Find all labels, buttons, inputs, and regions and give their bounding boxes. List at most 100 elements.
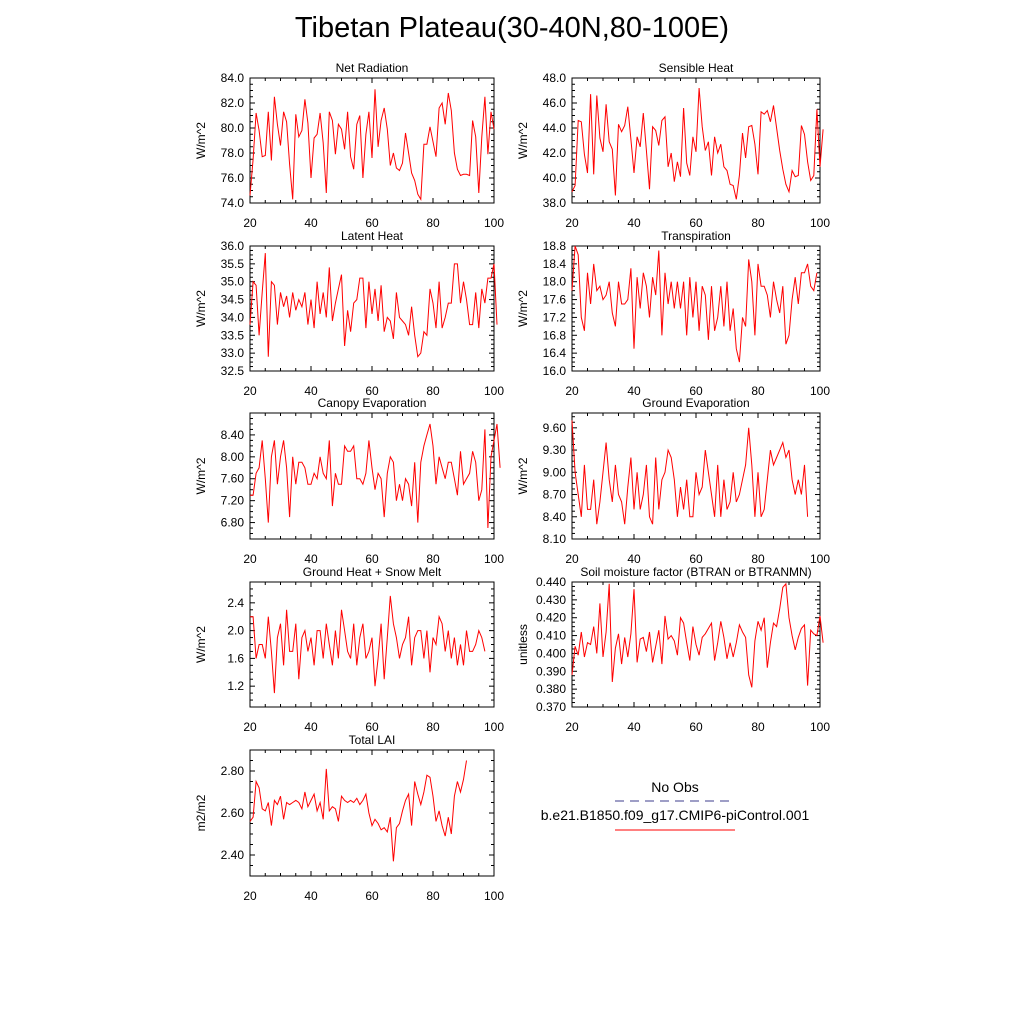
x-tick-label: 100 — [810, 216, 830, 230]
panel-5: 20 40 60 80 100 8.10 8.40 8.70 9.00 9.30 9.60 Groun… — [516, 396, 830, 566]
y-axis-label: m2/m2 — [194, 794, 208, 831]
series-line — [249, 760, 467, 862]
y-axis-label: unitless — [516, 624, 530, 665]
series-line — [571, 582, 824, 688]
y-tick-label: 0.420 — [536, 611, 566, 625]
y-tick-label: 2.80 — [221, 764, 245, 778]
x-tick-label: 40 — [627, 552, 641, 566]
x-tick-label: 20 — [243, 552, 257, 566]
y-tick-label: 9.00 — [543, 465, 567, 479]
x-tick-label: 80 — [751, 720, 765, 734]
x-tick-label: 40 — [627, 720, 641, 734]
x-tick-label: 100 — [810, 552, 830, 566]
y-tick-label: 2.40 — [221, 848, 245, 862]
y-tick-label: 44.0 — [543, 121, 567, 135]
y-tick-label: 7.60 — [221, 472, 245, 486]
series-line — [249, 89, 495, 201]
y-tick-label: 1.6 — [227, 651, 244, 665]
panel-title: Total LAI — [349, 733, 396, 747]
panel-3: 20 40 60 80 100 16.0 16.4 16.8 17.2 17.6 18.0 18.4 1… — [516, 229, 830, 398]
x-tick-label: 60 — [689, 216, 703, 230]
y-tick-label: 16.8 — [543, 328, 567, 342]
y-tick-label: 34.0 — [221, 310, 245, 324]
y-tick-label: 16.0 — [543, 364, 567, 378]
x-tick-label: 20 — [243, 216, 257, 230]
y-tick-label: 82.0 — [221, 96, 245, 110]
y-tick-label: 8.40 — [543, 510, 567, 524]
y-tick-label: 1.2 — [227, 679, 244, 693]
y-tick-label: 80.0 — [221, 121, 245, 135]
x-tick-label: 20 — [243, 889, 257, 903]
panel-4: 20 40 60 80 100 6.80 7.20 7.60 8.00 8.40 Canopy Ev… — [194, 396, 504, 566]
y-tick-label: 18.0 — [543, 275, 567, 289]
x-tick-label: 60 — [689, 720, 703, 734]
x-tick-label: 100 — [484, 216, 504, 230]
y-tick-label: 9.60 — [543, 421, 567, 435]
y-tick-label: 46.0 — [543, 96, 567, 110]
y-tick-label: 48.0 — [543, 71, 567, 85]
y-tick-label: 0.390 — [536, 664, 566, 678]
x-tick-label: 100 — [484, 384, 504, 398]
x-tick-label: 80 — [751, 552, 765, 566]
y-tick-label: 18.8 — [543, 239, 567, 253]
panel-1: 20 40 60 80 100 38.0 40.0 42.0 44.0 46.0 48.0 Sensi… — [516, 61, 830, 230]
x-tick-label: 80 — [426, 216, 440, 230]
y-tick-label: 0.440 — [536, 575, 566, 589]
x-tick-label: 60 — [365, 384, 379, 398]
x-tick-label: 80 — [751, 216, 765, 230]
y-tick-label: 17.6 — [543, 293, 567, 307]
x-tick-label: 100 — [484, 552, 504, 566]
x-tick-label: 40 — [304, 552, 318, 566]
y-tick-label: 16.4 — [543, 346, 567, 360]
x-tick-label: 100 — [484, 720, 504, 734]
x-tick-label: 40 — [304, 216, 318, 230]
panel-title: Canopy Evaporation — [318, 396, 427, 410]
y-tick-label: 34.5 — [221, 293, 245, 307]
y-tick-label: 2.0 — [227, 624, 244, 638]
plot-frame — [249, 749, 495, 877]
y-tick-label: 35.0 — [221, 275, 245, 289]
y-axis-label: W/m^2 — [516, 122, 530, 159]
x-tick-label: 80 — [426, 720, 440, 734]
x-tick-label: 100 — [810, 384, 830, 398]
panel-title: Sensible Heat — [659, 61, 734, 75]
y-tick-label: 0.370 — [536, 700, 566, 714]
legend: No Obs b.e21.B1850.f09_g17.CMIP6-piContro… — [541, 779, 809, 831]
x-tick-label: 100 — [484, 889, 504, 903]
y-tick-label: 8.70 — [543, 488, 567, 502]
x-tick-label: 40 — [627, 216, 641, 230]
panel-title: Ground Evaporation — [642, 396, 749, 410]
panel-title: Net Radiation — [336, 61, 409, 75]
legend-obs-label: No Obs — [651, 779, 698, 795]
y-tick-label: 33.0 — [221, 346, 245, 360]
y-tick-label: 78.0 — [221, 146, 245, 160]
series-line — [249, 253, 498, 358]
y-tick-label: 6.80 — [221, 516, 245, 530]
y-tick-label: 0.410 — [536, 629, 566, 643]
y-tick-label: 8.10 — [543, 532, 567, 546]
y-tick-label: 0.380 — [536, 682, 566, 696]
y-tick-label: 8.40 — [221, 428, 245, 442]
series-line — [571, 245, 818, 363]
y-axis-label: W/m^2 — [194, 626, 208, 663]
plot-frame — [249, 77, 495, 204]
x-tick-label: 20 — [565, 216, 579, 230]
x-tick-label: 60 — [365, 216, 379, 230]
x-tick-label: 20 — [565, 720, 579, 734]
x-tick-label: 100 — [810, 720, 830, 734]
x-tick-label: 60 — [689, 552, 703, 566]
y-tick-label: 84.0 — [221, 71, 245, 85]
panel-title: Transpiration — [661, 229, 731, 243]
y-tick-label: 0.430 — [536, 593, 566, 607]
y-axis-label: W/m^2 — [194, 122, 208, 159]
y-tick-label: 17.2 — [543, 310, 567, 324]
x-tick-label: 60 — [689, 384, 703, 398]
y-axis-label: W/m^2 — [194, 457, 208, 494]
y-tick-label: 2.4 — [227, 596, 244, 610]
y-axis-label: W/m^2 — [516, 290, 530, 327]
y-axis-label: W/m^2 — [516, 457, 530, 494]
y-tick-label: 74.0 — [221, 196, 245, 210]
x-tick-label: 20 — [565, 552, 579, 566]
y-tick-label: 76.0 — [221, 171, 245, 185]
panel-2: 20 40 60 80 100 32.5 33.0 33.5 34.0 34.5 35.0 35.5 3… — [194, 229, 504, 398]
